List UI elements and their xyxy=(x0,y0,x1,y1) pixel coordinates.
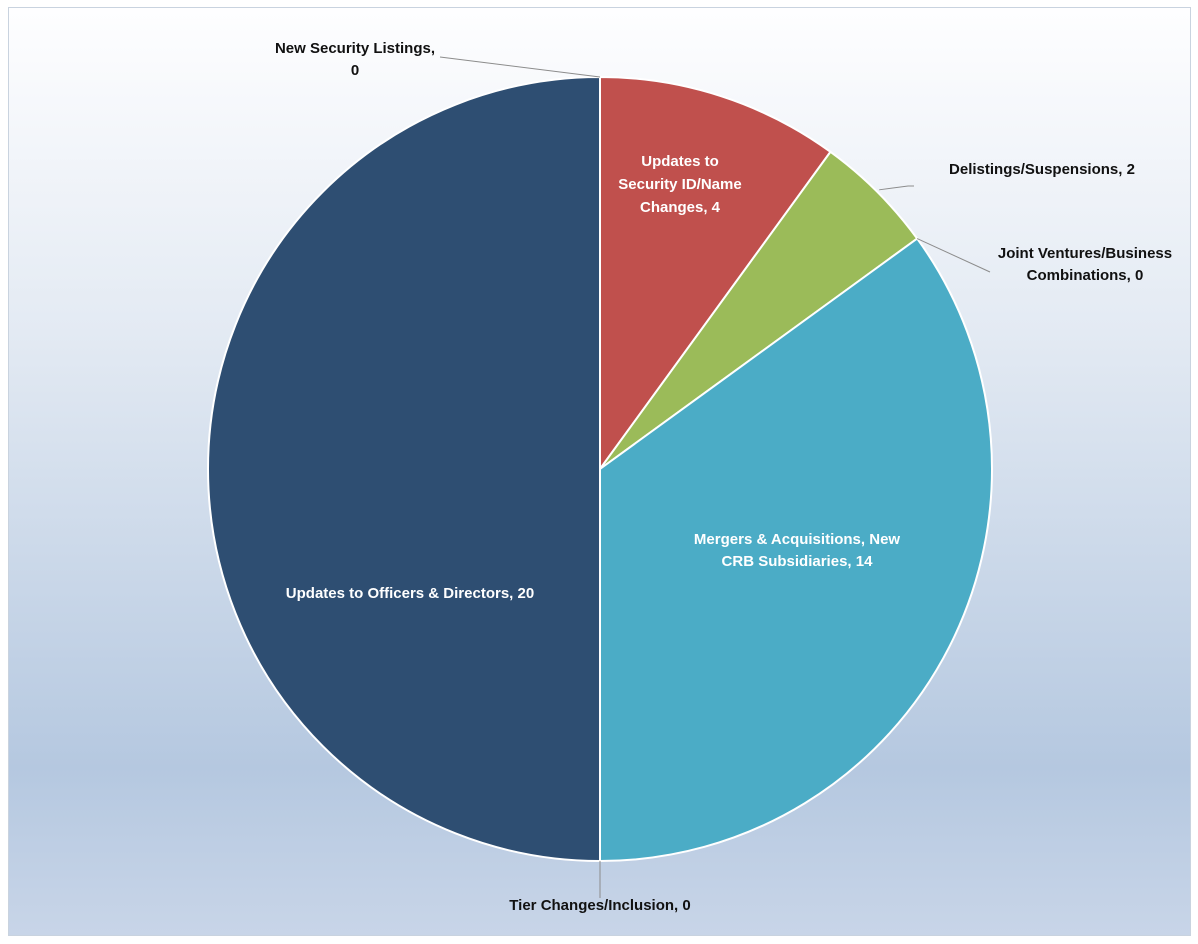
data-label-delistings: Delistings/Suspensions, 2 xyxy=(949,161,1135,178)
leader-joint-ventures xyxy=(916,238,991,273)
data-label-officers: Updates to Officers & Directors, 20 xyxy=(286,585,534,602)
data-labels: Updates to Security ID/Name Changes, 4 Merg… xyxy=(275,40,1172,914)
pie-slice-7 xyxy=(207,75,601,863)
leader-delistings xyxy=(879,185,914,191)
data-label-new-listings: New Security Listings, 0 xyxy=(275,40,435,79)
data-label-tier-changes: Tier Changes/Inclusion, 0 xyxy=(509,897,690,914)
pie-slice-2 xyxy=(599,75,832,473)
pie-slices xyxy=(207,75,993,863)
pie-slice-5 xyxy=(599,237,993,863)
data-label-mergers: Mergers & Acquisitions, New CRB Subsidiar… xyxy=(694,531,900,570)
data-label-joint-ventures: Joint Ventures/Business Combinations, 0 xyxy=(998,245,1172,284)
leader-new-listings xyxy=(439,56,601,78)
data-label-security-id: Updates to Security ID/Name Changes, 4 xyxy=(618,153,741,216)
leader-lines xyxy=(439,56,991,898)
